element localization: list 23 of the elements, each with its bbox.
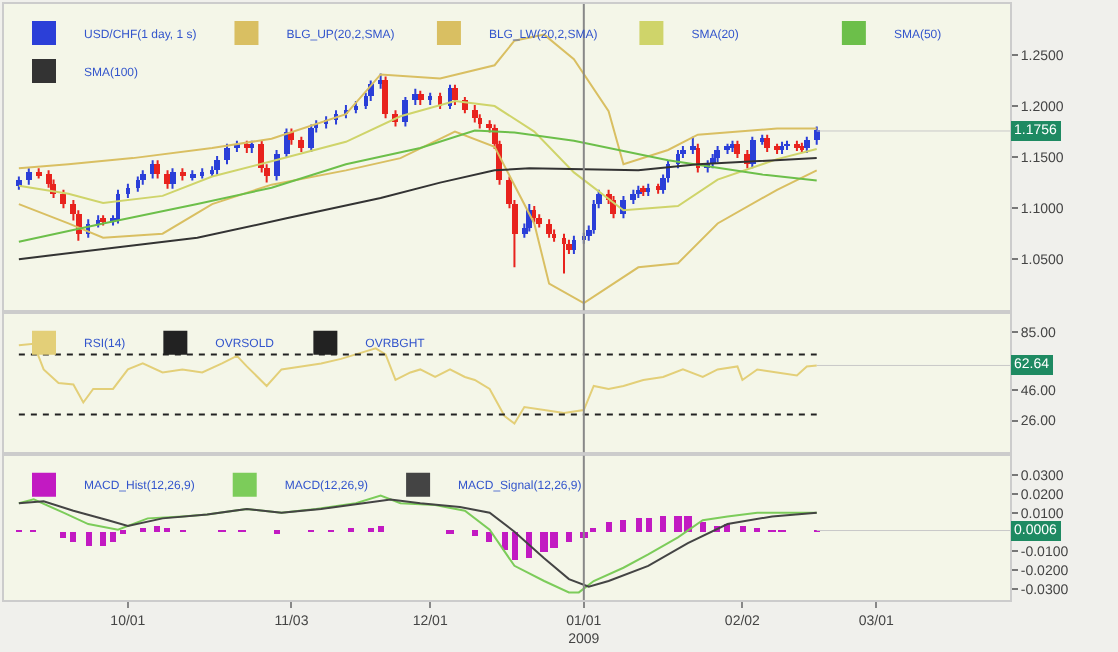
bar (620, 519, 626, 532)
bar (154, 525, 160, 532)
bar (740, 525, 746, 532)
bar (472, 529, 478, 536)
bar (486, 531, 492, 542)
line-series (17, 130, 818, 305)
bar (700, 521, 706, 532)
bar (526, 531, 532, 558)
bar (646, 517, 652, 532)
bar (378, 525, 384, 532)
bar (60, 531, 66, 538)
line-series (17, 33, 818, 170)
bar (70, 531, 76, 542)
line-series (17, 129, 818, 243)
bar (86, 531, 92, 546)
bar (566, 531, 572, 542)
bar (100, 531, 106, 546)
bar (636, 517, 642, 532)
bar (512, 531, 518, 560)
bar (502, 531, 508, 550)
bar (660, 515, 666, 532)
bar (110, 531, 116, 542)
bar (606, 521, 612, 532)
